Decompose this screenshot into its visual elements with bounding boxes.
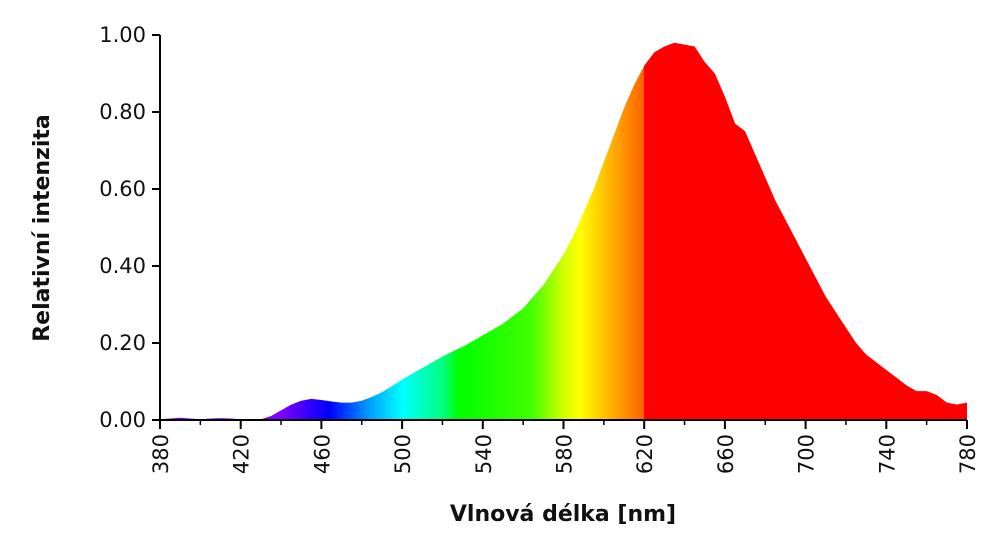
x-tick-label: 620 bbox=[633, 434, 657, 474]
y-tick-label: 0.80 bbox=[99, 100, 146, 124]
y-tick-label: 0.60 bbox=[99, 177, 146, 201]
x-axis-title: Vlnová délka [nm] bbox=[450, 502, 676, 527]
x-tick-label: 380 bbox=[149, 434, 173, 474]
x-tick-label: 460 bbox=[310, 434, 334, 474]
x-tick-label: 740 bbox=[875, 434, 899, 474]
x-tick-label: 660 bbox=[714, 434, 738, 474]
x-tick-label: 780 bbox=[956, 434, 980, 474]
y-axis-title: Relativní intenzita bbox=[30, 114, 55, 342]
y-tick-label: 0.00 bbox=[99, 408, 146, 432]
x-tick-label: 700 bbox=[795, 434, 819, 474]
y-axis: 0.00 0.20 0.40 0.60 0.80 1.00 bbox=[99, 23, 161, 432]
x-tick-label: 500 bbox=[391, 434, 415, 474]
spectrum-area bbox=[160, 42, 967, 420]
x-tick-label: 420 bbox=[230, 434, 254, 474]
x-tick-label: 540 bbox=[472, 434, 496, 474]
x-axis: 380 420 460 500 540 580 620 660 700 740 780 bbox=[149, 419, 980, 474]
y-tick-label: 0.20 bbox=[99, 331, 146, 355]
y-tick-label: 0.40 bbox=[99, 254, 146, 278]
y-tick-label: 1.00 bbox=[99, 23, 146, 47]
x-tick-label: 580 bbox=[553, 434, 577, 474]
